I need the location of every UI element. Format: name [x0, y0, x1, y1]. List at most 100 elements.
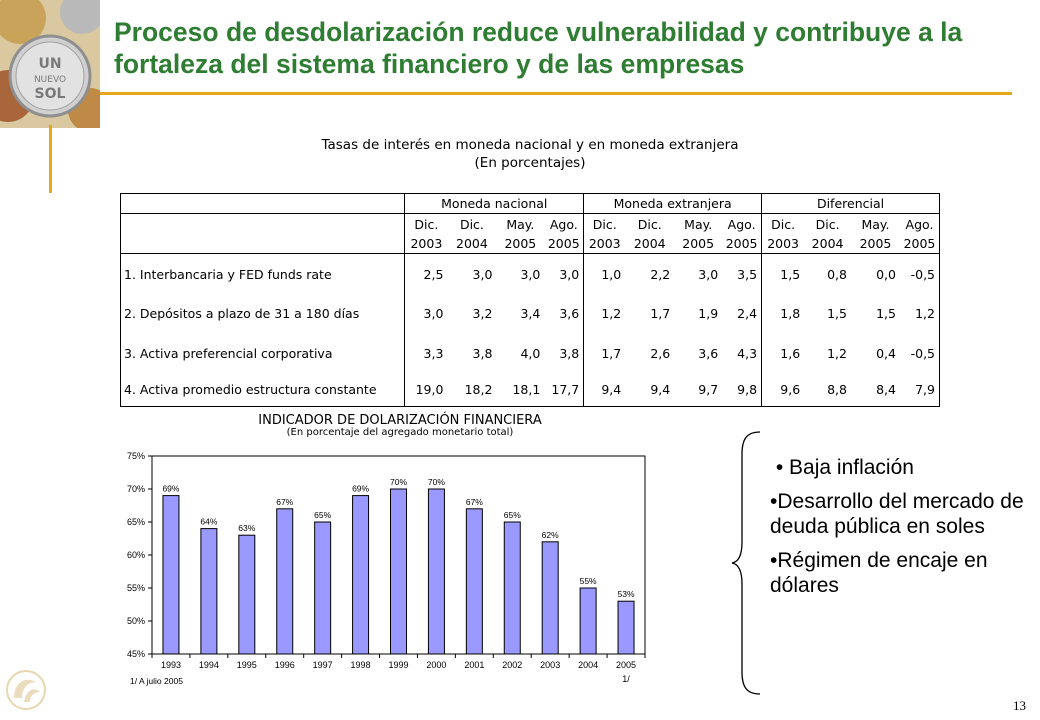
- curly-brace: [731, 431, 761, 695]
- bullet-list: • Baja inflación •Desarrollo del mercado…: [770, 455, 1030, 607]
- chart-bar: [427, 488, 445, 655]
- x-tick-label: 2004: [578, 660, 598, 670]
- table-cell: 3,0: [404, 294, 448, 334]
- row-label: 2. Depósitos a plazo de 31 a 180 días: [124, 306, 360, 322]
- table-cell: 1,7: [583, 333, 626, 374]
- table-row: 2. Depósitos a plazo de 31 a 180 días 3,…: [121, 294, 940, 334]
- table-cell: 0,8: [827, 266, 847, 282]
- table-cell: 8,4: [876, 382, 896, 398]
- data-label: 65%: [504, 510, 521, 520]
- data-label: 70%: [390, 477, 407, 487]
- bank-logo: [6, 670, 46, 710]
- table-cell: 0,0: [876, 266, 896, 282]
- table-cell: 19,0: [404, 373, 448, 407]
- data-label: 65%: [314, 510, 331, 520]
- table-cell: 9,4: [583, 373, 626, 407]
- data-label: 64%: [200, 517, 217, 527]
- period-year: 2005: [674, 233, 723, 255]
- period-month: May.: [684, 216, 713, 232]
- coin-text-2: NUEVO: [34, 75, 66, 85]
- period-year: 2005: [899, 233, 940, 255]
- period-month: Dic.: [637, 216, 662, 232]
- group-header-moneda-extranjera: Moneda extranjera: [583, 193, 762, 215]
- chart-bar: [390, 488, 407, 655]
- table-cell: 17,7: [551, 382, 580, 398]
- table-cell: 9,8: [737, 382, 758, 398]
- table-row: 4. Activa promedio estructura constante …: [121, 373, 940, 407]
- table-cell: 1,8: [761, 294, 805, 334]
- period-year: 2003: [583, 233, 626, 255]
- table-cell: -0,5: [910, 346, 935, 362]
- period-year: 2005: [496, 233, 545, 255]
- chart-bar: [541, 541, 559, 655]
- table-cell: 1,0: [583, 253, 626, 295]
- chart-footnote: 1/ A julio 2005: [130, 676, 183, 686]
- row-label: 4. Activa promedio estructura constante: [124, 382, 377, 398]
- period-month: Dic.: [459, 216, 484, 232]
- table-cell: 1,5: [761, 253, 805, 295]
- rates-table-subtitle: (En porcentajes): [474, 155, 586, 171]
- data-label: 53%: [618, 589, 635, 599]
- x-tick-label: 2003: [540, 660, 560, 670]
- table-cell: 7,9: [915, 382, 935, 398]
- x-tick-label: 1998: [351, 660, 371, 670]
- chart-bar: [276, 508, 294, 655]
- table-cell: 1,2: [827, 346, 847, 362]
- coin-text-1: UN: [38, 56, 61, 72]
- row-label: 1. Interbancaria y FED funds rate: [124, 266, 332, 282]
- table-cell: 3,6: [698, 346, 719, 362]
- table-cell: 4,3: [737, 346, 758, 362]
- table-cell: 2,4: [737, 306, 758, 322]
- period-month: Dic.: [815, 216, 840, 232]
- data-label: 67%: [466, 497, 483, 507]
- chart-subtitle: (En porcentaje del agregado monetario to…: [286, 427, 514, 438]
- table-cell: 18,2: [464, 382, 493, 398]
- period-year: 2005: [544, 233, 584, 255]
- x-tick-label: 1995: [237, 660, 257, 670]
- period-month: May.: [506, 216, 535, 232]
- row-label: 3. Activa preferencial corporativa: [124, 346, 333, 362]
- bullet-text: Baja inflación: [789, 456, 914, 479]
- header-empty: [120, 193, 405, 215]
- period-month: Dic.: [583, 213, 626, 234]
- bullet-text: Desarrollo del mercado de deuda pública …: [770, 490, 1024, 538]
- x-tick-label: 1999: [388, 660, 408, 670]
- table-cell: -0,5: [910, 266, 935, 282]
- rates-table-title: Tasas de interés en moneda nacional y en…: [321, 137, 739, 153]
- table-cell: 9,4: [650, 382, 671, 398]
- period-year: 2003: [761, 233, 805, 255]
- chart-bar: [617, 600, 635, 655]
- chart-bar: [579, 587, 597, 655]
- x-tick-label: 2000: [426, 660, 446, 670]
- table-cell: 3,8: [559, 346, 580, 362]
- data-label: 62%: [542, 530, 559, 540]
- chart-bar: [314, 521, 332, 655]
- period-year: 2004: [804, 233, 851, 255]
- bullet-marker: •: [770, 490, 778, 513]
- chart-bar: [465, 508, 483, 655]
- accent-bar-horizontal: [100, 92, 1012, 95]
- chart-bar: [503, 521, 521, 655]
- x-tick-label: 2001: [464, 660, 484, 670]
- y-tick-label: 60%: [127, 550, 145, 560]
- data-label: 69%: [352, 484, 369, 494]
- table-cell: 3,3: [404, 333, 448, 374]
- table-cell: 9,7: [698, 382, 719, 398]
- y-tick-label: 70%: [127, 484, 145, 494]
- table-cell: 1,6: [761, 333, 805, 374]
- rates-table-heading: Tasas de interés en moneda nacional y en…: [120, 136, 940, 172]
- table-cell: 3,2: [472, 306, 493, 322]
- table-cell: 8,8: [827, 382, 847, 398]
- chart-bar: [200, 528, 218, 655]
- data-label: 69%: [162, 484, 179, 494]
- period-month: Ago.: [727, 216, 756, 232]
- table-cell: 3,0: [472, 266, 493, 282]
- page-number: 13: [1013, 698, 1026, 713]
- data-label: 67%: [276, 497, 293, 507]
- period-year: 2004: [625, 233, 675, 255]
- period-month: May.: [861, 216, 890, 232]
- table-cell: 2,2: [650, 266, 671, 282]
- period-month: Dic.: [404, 213, 448, 234]
- data-label: 63%: [238, 523, 255, 533]
- table-cell: 3,0: [559, 266, 580, 282]
